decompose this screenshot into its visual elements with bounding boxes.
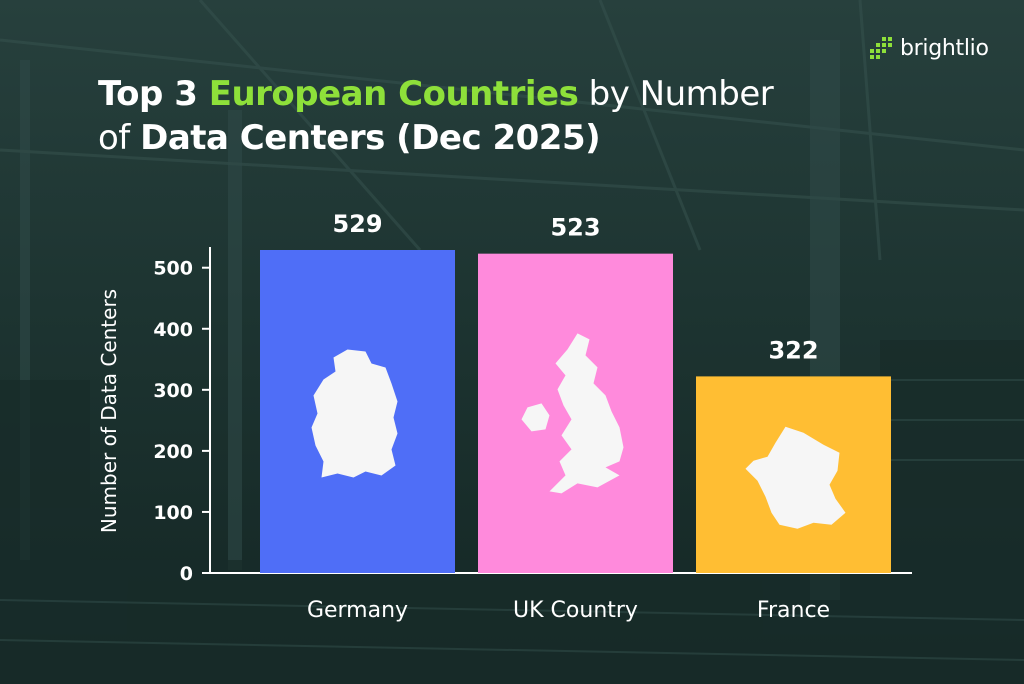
y-tick-label: 100	[153, 502, 193, 524]
x-tick-label: UK Country	[513, 598, 638, 623]
y-tick-label: 400	[153, 319, 193, 341]
data-label: 322	[768, 336, 818, 364]
brand-name: brightlio	[900, 35, 989, 61]
y-tick-label: 200	[153, 441, 193, 463]
y-tick-label: 300	[153, 380, 193, 402]
title-part-1: Top 3	[98, 74, 209, 114]
chart-title: Top 3 European Countries by Number of Dat…	[98, 72, 798, 160]
uk-map-icon	[521, 333, 624, 494]
x-tick-label: France	[757, 598, 830, 623]
brightlio-logo: brightlio	[868, 34, 989, 62]
title-part-4: Data Centers (Dec 2025)	[140, 118, 601, 158]
brightlio-dots-logo-icon	[870, 37, 892, 59]
x-tick-label: Germany	[307, 598, 408, 623]
title-part-3: of	[98, 118, 141, 158]
title-highlight: European Countries	[208, 74, 579, 114]
data-label: 523	[550, 214, 600, 242]
germany-map-icon	[311, 349, 398, 478]
title-part-2: by Number	[578, 74, 774, 114]
y-tick-label: 500	[153, 258, 193, 280]
data-label: 529	[332, 210, 382, 238]
france-map-icon	[745, 426, 846, 529]
y-tick-label: 0	[180, 563, 193, 585]
